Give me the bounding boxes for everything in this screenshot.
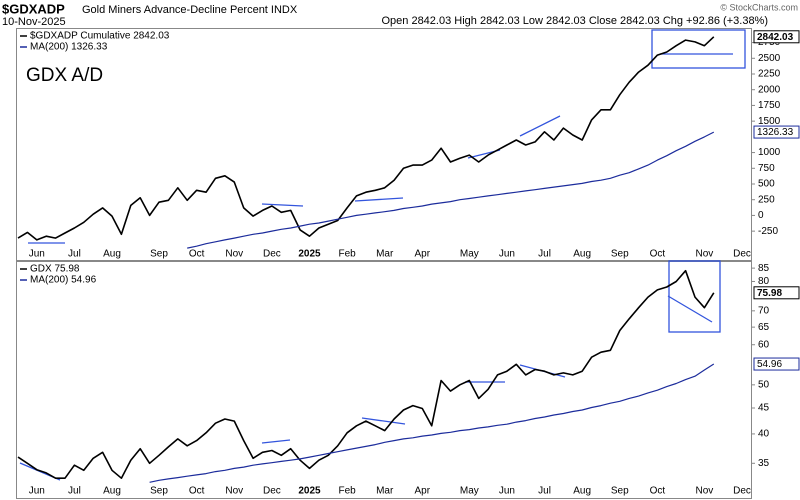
value-tag-label: 54.96 (757, 359, 782, 370)
y-tick-label: -250 (758, 226, 778, 237)
x-tick-label: Sep (150, 249, 168, 260)
value-tag-label: 1326.33 (757, 127, 794, 138)
y-tick-label: 0 (758, 210, 764, 221)
y-tick-label: 1750 (758, 100, 781, 111)
x-tick-label: Dec (733, 486, 751, 497)
panel-frame (16, 28, 752, 261)
y-tick-label: 750 (758, 163, 775, 174)
x-tick-label: Mar (376, 249, 394, 260)
x-tick-label: Nov (225, 249, 243, 260)
value-tag (753, 125, 800, 139)
x-tick-label: Jun (499, 486, 515, 497)
x-tick-label: Feb (338, 486, 356, 497)
x-tick-label: Jun (499, 249, 515, 260)
x-tick-label: Dec (263, 486, 281, 497)
quote: Open 2842.03 High 2842.03 Low 2842.03 Cl… (381, 15, 768, 27)
y-tick-label: 250 (758, 194, 775, 205)
legend-label: GDX 75.98 (30, 264, 80, 275)
x-tick-label: Jul (68, 486, 81, 497)
y-tick-label: 35 (758, 458, 770, 469)
legend-label: MA(200) 54.96 (30, 275, 97, 286)
series-line (17, 36, 715, 241)
x-tick-label: Sep (611, 249, 629, 260)
x-tick-label: Aug (573, 249, 591, 260)
x-tick-label: Oct (189, 249, 205, 260)
y-tick-label: 40 (758, 429, 770, 440)
x-tick-label: Apr (415, 249, 431, 260)
x-tick-label: Oct (650, 486, 666, 497)
x-tick-label: Jun (29, 486, 45, 497)
x-tick-label: Nov (695, 249, 713, 260)
series-line (17, 269, 715, 479)
description: Gold Miners Advance-Decline Percent INDX (82, 4, 298, 16)
x-tick-label: Jul (538, 486, 551, 497)
y-tick-label: 2250 (758, 69, 781, 80)
date: 10-Nov-2025 (2, 16, 66, 28)
y-tick-label: 50 (758, 379, 770, 390)
x-tick-label: Feb (338, 249, 356, 260)
y-tick-label: 2000 (758, 84, 781, 95)
x-tick-label: Aug (103, 486, 121, 497)
x-tick-label: Sep (611, 486, 629, 497)
x-tick-label: Apr (415, 486, 431, 497)
value-tag (753, 286, 800, 300)
y-tick-label: 70 (758, 305, 770, 316)
x-tick-label: 2025 (298, 249, 321, 260)
x-tick-label: Aug (573, 486, 591, 497)
x-tick-label: Jun (29, 249, 45, 260)
y-tick-label: 65 (758, 322, 770, 333)
value-tag-label: 2842.03 (757, 32, 794, 43)
y-tick-label: 1500 (758, 116, 781, 127)
x-tick-label: May (460, 486, 479, 497)
x-tick-label: Jul (68, 249, 81, 260)
x-tick-label: Nov (225, 486, 243, 497)
x-tick-label: Sep (150, 486, 168, 497)
x-tick-label: 2025 (298, 486, 321, 497)
y-tick-label: 1000 (758, 147, 781, 158)
y-tick-label: 500 (758, 179, 775, 190)
y-tick-label: 2500 (758, 53, 781, 64)
panel-frame (16, 261, 752, 499)
x-tick-label: Aug (103, 249, 121, 260)
credit: © StockCharts.com (720, 2, 798, 12)
legend-label: MA(200) 1326.33 (30, 42, 108, 53)
y-tick-label: 45 (758, 403, 770, 414)
x-tick-label: Dec (733, 249, 751, 260)
series-line (149, 363, 715, 483)
symbol: $GDXADP (2, 1, 65, 16)
x-tick-label: Mar (376, 486, 394, 497)
x-tick-label: May (460, 249, 479, 260)
x-tick-label: Oct (650, 249, 666, 260)
x-tick-label: Oct (189, 486, 205, 497)
x-tick-label: Nov (695, 486, 713, 497)
y-tick-label: 85 (758, 263, 770, 274)
series-line (187, 131, 715, 249)
value-tag-label: 75.98 (757, 288, 782, 299)
y-tick-label: 80 (758, 276, 770, 287)
x-tick-label: Jul (538, 249, 551, 260)
x-tick-label: Dec (263, 249, 281, 260)
value-tag (753, 357, 800, 371)
legend-label: $GDXADP Cumulative 2842.03 (30, 31, 170, 42)
value-tag (753, 30, 800, 44)
panel-label: GDX A/D (26, 65, 103, 86)
y-tick-label: 60 (758, 339, 770, 350)
